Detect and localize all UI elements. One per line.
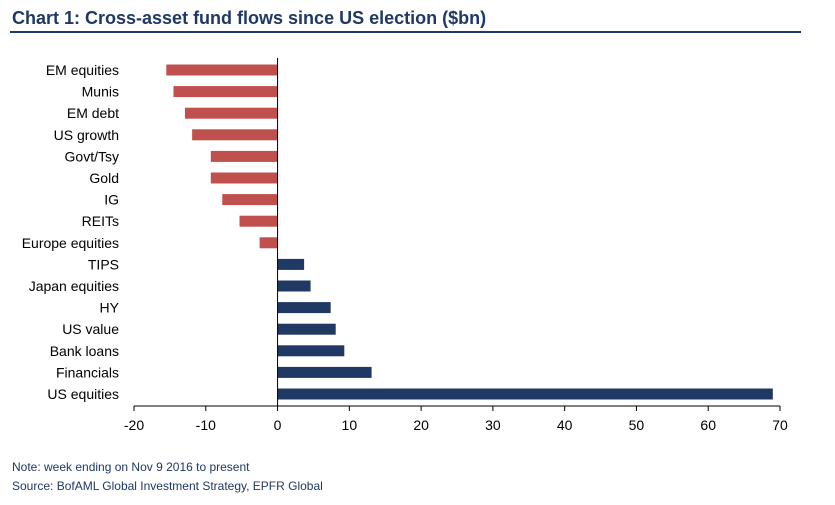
category-label: Financials (56, 364, 119, 380)
chart-title: Chart 1: Cross-asset fund flows since US… (12, 8, 487, 28)
x-tick-label: -10 (196, 417, 216, 433)
title-rule (10, 31, 801, 33)
bar-em-debt (184, 107, 278, 119)
category-label: Munis (82, 84, 119, 100)
category-label: IG (104, 192, 119, 208)
category-label: Bank loans (50, 343, 119, 359)
bar-em-equities (166, 64, 278, 76)
category-label: Gold (89, 170, 119, 186)
category-label: US growth (54, 127, 119, 143)
bar-reits (239, 215, 278, 227)
bar-govt-tsy (210, 150, 278, 162)
chart-note: Note: week ending on Nov 9 2016 to prese… (12, 460, 250, 474)
bar-us-value (277, 323, 336, 335)
bar-europe-equities (259, 237, 278, 249)
category-label: US equities (47, 386, 119, 402)
category-label: Govt/Tsy (65, 148, 119, 164)
bar-japan-equities (277, 280, 311, 292)
bar-munis (173, 86, 278, 98)
x-tick-label: 60 (700, 417, 716, 433)
category-label: US value (62, 321, 119, 337)
category-label: HY (100, 300, 120, 316)
category-label: TIPS (88, 256, 119, 272)
bar-financials (277, 366, 372, 378)
x-tick-label: 20 (413, 417, 429, 433)
bar-tips (277, 258, 305, 270)
x-tick-label: 30 (485, 417, 501, 433)
bar-bank-loans (277, 345, 345, 357)
x-tick-label: 10 (342, 417, 358, 433)
x-tick-label: 50 (629, 417, 645, 433)
bar-us-equities (277, 388, 773, 400)
category-label: Japan equities (29, 278, 119, 294)
bar-us-growth (192, 129, 278, 141)
bar-gold (210, 172, 278, 184)
x-tick-label: 40 (557, 417, 573, 433)
category-labels-group: EM equities Munis EM debt US growth Govt/Tsy… (22, 62, 120, 402)
x-tick-label: 0 (274, 417, 282, 433)
x-tick-label: -20 (124, 417, 144, 433)
x-tick-label: 70 (772, 417, 788, 433)
bars-group (166, 64, 773, 400)
bar-ig (222, 194, 278, 206)
category-label: REITs (82, 213, 119, 229)
chart-source: Source: BofAML Global Investment Strateg… (12, 479, 323, 493)
category-label: EM equities (46, 62, 119, 78)
axes-group: -20 -10 0 10 20 30 40 50 60 70 (124, 58, 788, 433)
bar-hy (277, 302, 331, 314)
category-label: EM debt (67, 105, 119, 121)
category-label: Europe equities (22, 235, 119, 251)
